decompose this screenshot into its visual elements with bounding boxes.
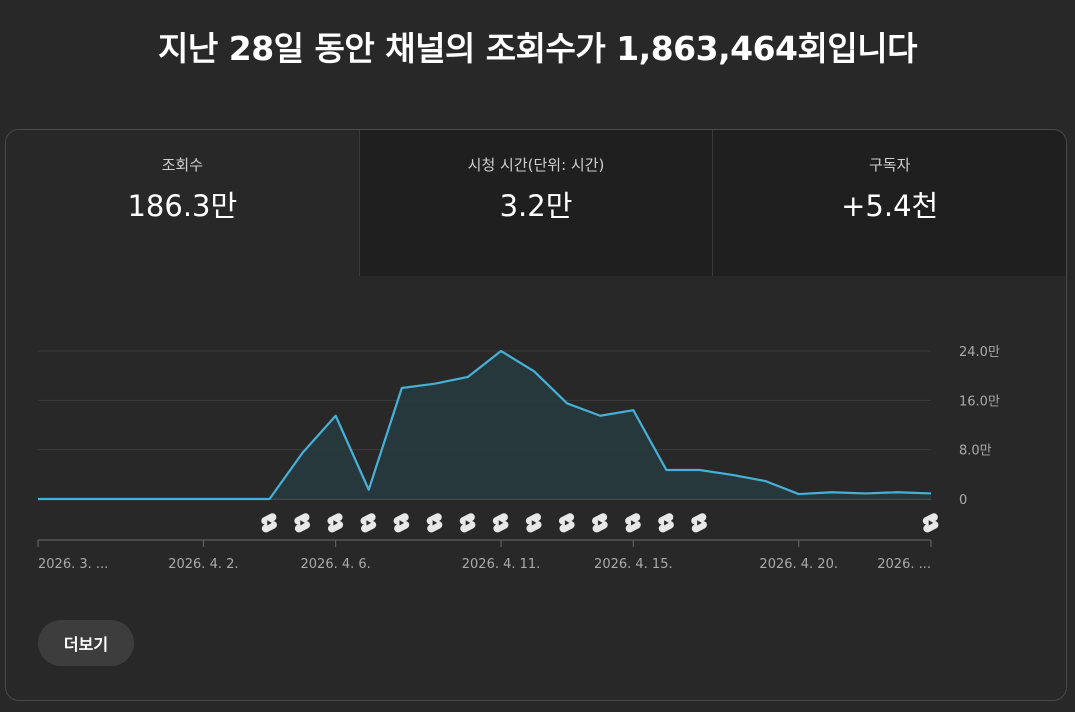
page-title: 지난 28일 동안 채널의 조회수가 1,863,464회입니다 — [158, 29, 917, 68]
metric-tab-views[interactable]: 조회수 186.3만 — [6, 130, 359, 276]
x-tick-label: 2026. ... — [877, 557, 931, 572]
data-point — [897, 491, 899, 493]
shorts-icon[interactable] — [459, 513, 476, 533]
data-point — [334, 415, 336, 417]
metric-label: 시청 시간(단위: 시간) — [467, 156, 605, 174]
series-area — [38, 351, 931, 499]
metric-tab-subscribers[interactable]: 구독자 +5.4천 — [712, 130, 1066, 276]
shorts-icon[interactable] — [658, 513, 674, 533]
y-tick-label: 24.0만 — [959, 345, 1000, 360]
data-point — [698, 469, 700, 471]
metric-label: 조회수 — [161, 156, 204, 174]
x-tick-label: 2026. 4. 2. — [168, 557, 238, 572]
x-tick-label: 2026. 4. 15. — [594, 557, 673, 572]
x-tick-label: 2026. 3. ... — [38, 557, 108, 572]
data-point — [599, 415, 601, 417]
data-point — [831, 491, 833, 493]
shorts-icon[interactable] — [360, 513, 377, 533]
series-line — [38, 349, 932, 501]
shorts-icon[interactable] — [426, 513, 443, 533]
metric-label: 구독자 — [868, 156, 911, 174]
data-point — [368, 489, 370, 491]
shorts-icon[interactable] — [558, 513, 575, 533]
data-point — [864, 492, 866, 494]
shorts-icon[interactable] — [492, 513, 509, 533]
metric-value: 186.3만 — [127, 189, 238, 223]
data-point — [798, 493, 800, 495]
shorts-icon[interactable] — [525, 513, 542, 533]
x-tick-label: 2026. 4. 11. — [462, 557, 541, 572]
data-point — [37, 498, 39, 500]
data-point — [467, 376, 469, 378]
views-chart[interactable]: 24.0만 16.0만 8.0만 0 2026. 3. ... 2026. 4. 2. 20… — [6, 130, 1066, 700]
data-point — [566, 402, 568, 404]
shorts-icon[interactable] — [691, 513, 707, 533]
shorts-icon[interactable] — [294, 513, 311, 533]
x-tick-label: 2026. 4. 6. — [301, 557, 371, 572]
data-point — [268, 498, 270, 500]
data-point — [401, 387, 403, 389]
shorts-icon[interactable] — [922, 513, 939, 533]
data-point — [731, 474, 733, 476]
data-point — [103, 498, 105, 500]
y-tick-label: 16.0만 — [959, 394, 1000, 409]
data-point — [202, 498, 204, 500]
data-point — [500, 350, 502, 352]
metric-tabs: 조회수 186.3만 시청 시간(단위: 시간) 3.2만 구독자 +5.4천 — [6, 130, 1066, 276]
y-tick-label: 8.0만 — [959, 444, 992, 459]
data-point — [632, 409, 634, 411]
shorts-icon[interactable] — [327, 513, 344, 533]
shorts-icon[interactable] — [261, 513, 277, 533]
data-point — [533, 370, 535, 372]
metric-tab-watch-time[interactable]: 시청 시간(단위: 시간) 3.2만 — [358, 130, 713, 276]
shorts-icon[interactable] — [393, 513, 410, 533]
data-point — [235, 498, 237, 500]
metric-value: +5.4천 — [841, 189, 939, 223]
data-point — [70, 498, 72, 500]
data-point — [764, 480, 766, 482]
shorts-icon[interactable] — [625, 513, 641, 533]
shorts-icon[interactable] — [592, 513, 608, 533]
data-point — [301, 452, 303, 454]
more-button[interactable]: 더보기 — [38, 620, 134, 666]
data-point — [930, 492, 932, 494]
data-point — [169, 498, 171, 500]
data-point — [665, 469, 667, 471]
data-point — [434, 382, 436, 384]
metric-value: 3.2만 — [499, 189, 573, 223]
data-point — [136, 498, 138, 500]
overview-card: 조회수 186.3만 시청 시간(단위: 시간) 3.2만 구독자 +5.4천 … — [5, 129, 1067, 701]
y-tick-label: 0 — [959, 493, 967, 508]
x-tick-label: 2026. 4. 20. — [759, 557, 838, 572]
